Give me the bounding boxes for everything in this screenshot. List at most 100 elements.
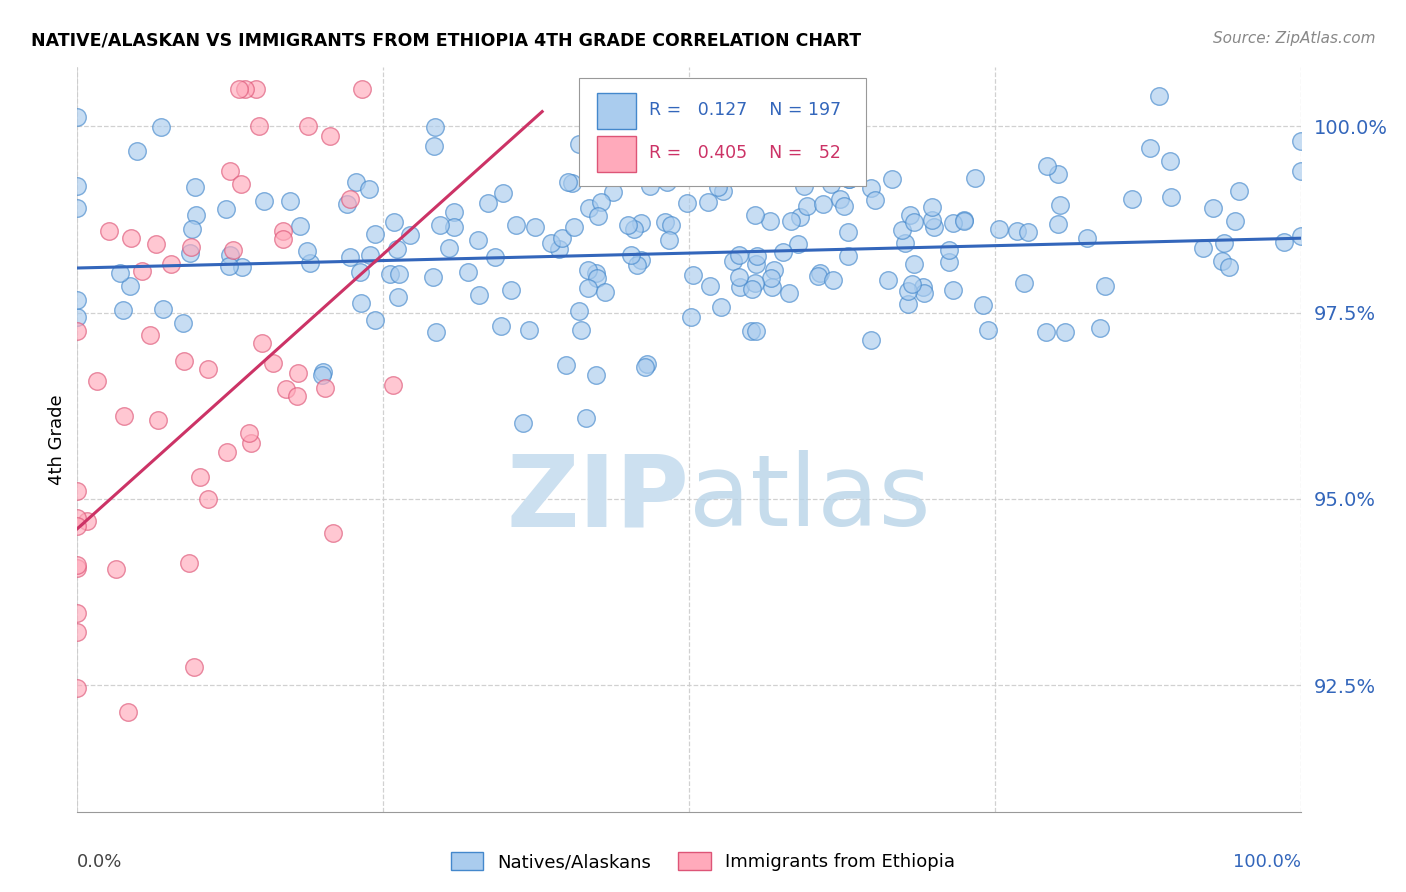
Point (339, 193, 361, 207)
Point (1017, 225, 1039, 239)
Point (721, 254, 744, 268)
Point (744, 257, 766, 271)
Legend: Natives/Alaskans, Immigrants from Ethiopia: Natives/Alaskans, Immigrants from Ethiop… (443, 845, 963, 879)
Point (118, 279, 141, 293)
Point (287, 366, 309, 380)
Point (547, 242, 569, 256)
Point (86, 375, 108, 389)
Point (834, 199, 856, 213)
Text: Source: ZipAtlas.com: Source: ZipAtlas.com (1212, 31, 1375, 46)
Point (1139, 141, 1161, 155)
Point (897, 297, 920, 311)
Point (197, 492, 219, 507)
Point (1035, 325, 1057, 339)
Point (623, 221, 645, 235)
Text: ZIP: ZIP (506, 450, 689, 548)
Point (364, 313, 387, 327)
Point (728, 280, 751, 294)
Point (484, 250, 506, 264)
Point (575, 411, 598, 425)
Point (540, 236, 562, 251)
Point (120, 231, 142, 245)
FancyBboxPatch shape (579, 78, 866, 186)
Point (859, 333, 882, 347)
Point (66, 178, 89, 193)
Point (339, 250, 361, 264)
Point (741, 282, 763, 296)
Point (1053, 325, 1076, 339)
Point (380, 267, 402, 281)
Point (759, 271, 782, 285)
Point (271, 224, 294, 238)
Point (184, 208, 207, 222)
Point (965, 171, 987, 186)
Point (349, 265, 371, 279)
Point (512, 416, 534, 430)
Point (125, 145, 148, 159)
Point (382, 377, 405, 392)
Point (586, 209, 609, 223)
Point (630, 215, 652, 229)
Point (422, 270, 444, 285)
Point (903, 215, 925, 229)
Text: atlas: atlas (689, 450, 931, 548)
Point (492, 186, 515, 200)
Point (953, 213, 976, 227)
Point (172, 316, 194, 330)
Point (288, 219, 311, 234)
Point (179, 245, 201, 260)
Point (659, 218, 682, 232)
Point (1218, 260, 1240, 275)
Point (429, 219, 451, 233)
Point (938, 255, 960, 269)
Point (557, 175, 579, 189)
Point (681, 310, 703, 324)
Point (233, 82, 256, 96)
Point (585, 266, 607, 280)
Point (467, 233, 489, 247)
Point (860, 181, 883, 195)
Point (897, 284, 920, 298)
Point (104, 562, 127, 576)
Point (1227, 184, 1250, 198)
Point (253, 194, 276, 209)
Point (1159, 153, 1181, 168)
Point (617, 218, 640, 232)
Point (1272, 235, 1295, 250)
Point (863, 193, 886, 207)
Point (145, 236, 167, 251)
Point (66, 324, 89, 338)
Point (626, 258, 648, 272)
Point (728, 248, 751, 262)
Point (1047, 217, 1070, 231)
Point (790, 146, 813, 161)
Point (586, 271, 609, 285)
Point (606, 107, 628, 121)
Point (311, 368, 333, 383)
Point (66, 560, 89, 574)
Point (457, 265, 479, 279)
Point (745, 324, 768, 338)
Point (912, 286, 935, 301)
Point (568, 136, 591, 151)
Point (707, 180, 730, 194)
Point (117, 705, 139, 719)
Point (921, 213, 943, 227)
Point (295, 244, 318, 258)
Point (437, 242, 460, 256)
Point (66, 624, 89, 639)
Y-axis label: 4th Grade: 4th Grade (48, 394, 66, 484)
Point (778, 285, 800, 300)
Point (364, 227, 387, 242)
Point (972, 298, 994, 312)
Point (820, 177, 842, 191)
Point (108, 266, 131, 280)
Point (576, 262, 599, 277)
Point (218, 260, 240, 274)
Text: R =   0.127    N = 197: R = 0.127 N = 197 (648, 101, 841, 120)
Point (1049, 198, 1071, 212)
Point (139, 328, 162, 343)
Point (1121, 192, 1143, 206)
Point (238, 425, 260, 440)
Point (188, 470, 211, 484)
